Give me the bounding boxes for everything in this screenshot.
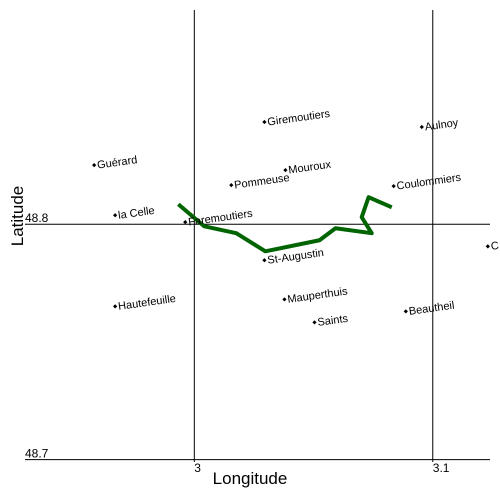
town-marker: [92, 163, 97, 168]
town-marker: [282, 297, 287, 302]
y-axis-label: Latitude: [8, 186, 27, 247]
town-marker: [419, 124, 424, 130]
town-marker: [113, 213, 118, 218]
town-label: la Celle: [117, 205, 155, 222]
town-marker: [262, 119, 267, 125]
town-label: Faremoutiers: [188, 208, 254, 229]
x-axis-label: Longitude: [213, 469, 288, 488]
town-marker: [391, 183, 396, 189]
town-label: Mauperthuis: [287, 285, 349, 305]
town-marker: [485, 244, 490, 249]
town-label: Aulnoy: [424, 117, 459, 134]
town-label: Hautefeuille: [117, 293, 176, 313]
town-label: Saints: [317, 313, 349, 329]
town-label: Coulommiers: [396, 172, 462, 193]
route-line: [177, 195, 393, 254]
town-label: C: [490, 240, 500, 253]
town-label: Mouroux: [288, 159, 333, 177]
y-tick-label: 48.8: [25, 211, 49, 225]
town-label: Pommeuse: [234, 172, 291, 192]
x-tick-label: 3: [194, 461, 201, 475]
town-marker: [312, 320, 317, 325]
town-marker: [113, 304, 118, 309]
y-tick-label: 48.7: [25, 447, 49, 461]
town-label: Beautheil: [408, 300, 455, 318]
town-label: Giremoutiers: [267, 108, 332, 129]
town-marker: [262, 258, 267, 263]
town-marker: [183, 219, 188, 225]
town-marker: [403, 309, 408, 314]
town-label: Guérard: [96, 154, 138, 172]
x-tick-label: 3.1: [433, 461, 450, 475]
town-marker: [283, 167, 288, 173]
town-marker: [229, 183, 234, 188]
